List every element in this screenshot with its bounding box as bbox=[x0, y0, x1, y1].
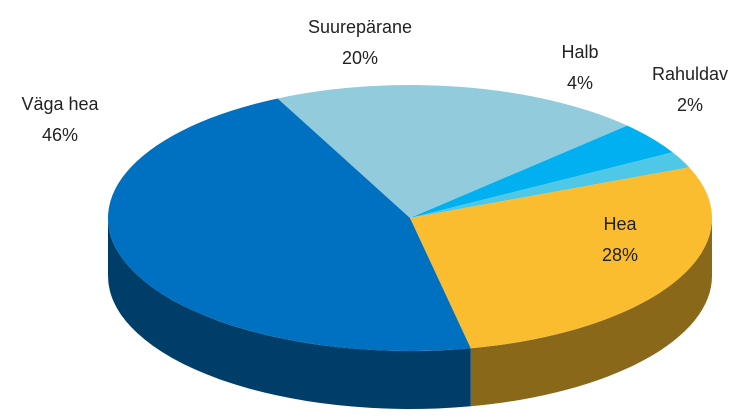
slice-label: Hea bbox=[603, 214, 637, 234]
slice-side bbox=[470, 218, 712, 407]
slice bbox=[277, 85, 628, 218]
slice-side bbox=[108, 218, 471, 410]
slice-value-label: 4% bbox=[567, 73, 593, 93]
slice-value-label: 2% bbox=[677, 95, 703, 115]
slice-label: Suurepärane bbox=[308, 17, 412, 37]
slice bbox=[410, 125, 673, 218]
slice-value-label: 20% bbox=[342, 48, 378, 68]
slice bbox=[410, 167, 712, 349]
slice-value-label: 28% bbox=[602, 245, 638, 265]
slice-label: Väga hea bbox=[21, 94, 99, 114]
slice bbox=[410, 152, 690, 218]
slice-label: Halb bbox=[561, 42, 598, 62]
slice-value-label: 46% bbox=[42, 125, 78, 145]
slice-label: Rahuldav bbox=[652, 64, 728, 84]
slice bbox=[107, 98, 471, 351]
